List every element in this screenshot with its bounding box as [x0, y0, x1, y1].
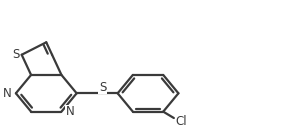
Text: S: S: [12, 48, 20, 61]
Text: N: N: [3, 87, 12, 100]
Text: S: S: [99, 81, 106, 94]
Text: Cl: Cl: [176, 115, 187, 128]
Text: N: N: [66, 105, 74, 118]
